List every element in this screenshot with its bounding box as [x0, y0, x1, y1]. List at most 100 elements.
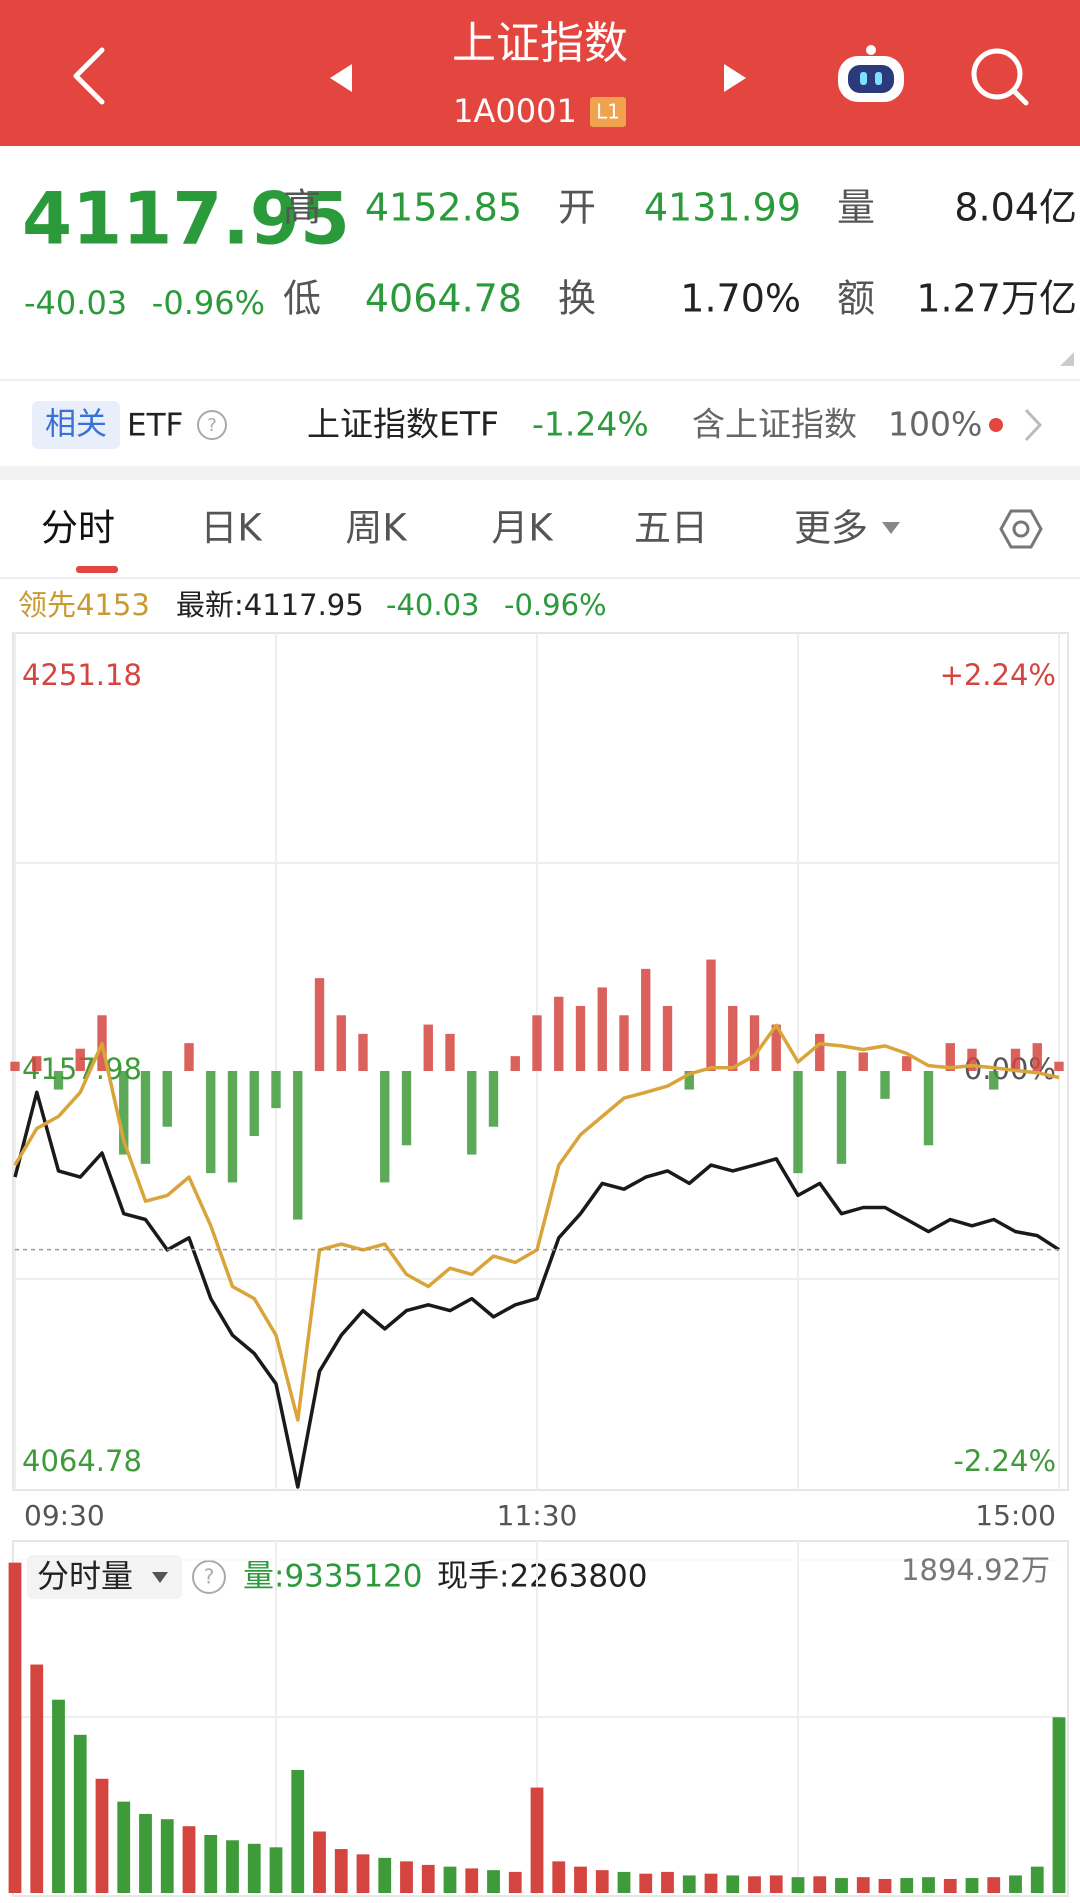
volume-bar — [574, 1866, 587, 1893]
expand-corner[interactable] — [1060, 352, 1074, 366]
tab[interactable]: 周K — [345, 507, 408, 550]
volume-bar — [943, 1878, 957, 1893]
price-change-pct: -0.96% — [152, 284, 265, 322]
breadth-bar — [858, 1052, 868, 1071]
etf-change: -1.24% — [532, 405, 649, 444]
volume-bar — [769, 1875, 783, 1893]
volume-bar — [595, 1870, 609, 1893]
volume-bar — [356, 1854, 370, 1893]
volume-title: 分时量 — [37, 1557, 133, 1595]
breadth-bar — [967, 1048, 977, 1071]
tab[interactable]: 更多 — [794, 507, 868, 550]
breadth-bar — [75, 1048, 85, 1071]
volume-bar — [1052, 1717, 1066, 1893]
etf-weight: 100% — [888, 405, 982, 444]
breadth-bar — [902, 1056, 912, 1071]
volume-bar — [1030, 1866, 1044, 1893]
breadth-bar — [510, 1056, 520, 1071]
y-tick-label: 4251.18 — [22, 658, 142, 692]
volume-bar — [465, 1868, 479, 1893]
breadth-bar — [554, 996, 564, 1071]
breadth-bar — [1054, 1061, 1064, 1071]
breadth-bar — [1010, 1048, 1021, 1071]
volume-bar — [269, 1847, 283, 1893]
help-icon[interactable] — [192, 1560, 226, 1594]
latest-price: 最新:4117.95 — [176, 588, 364, 622]
breadth-bar — [575, 1006, 586, 1071]
breadth-bar — [771, 1024, 781, 1071]
volume-bar — [900, 1878, 914, 1893]
assistant-icon[interactable] — [838, 45, 904, 102]
tab[interactable]: 月K — [491, 507, 554, 550]
volume-bar — [421, 1864, 435, 1893]
volume-bar — [400, 1861, 413, 1893]
volume-bar — [813, 1876, 827, 1893]
breadth-bar — [445, 1033, 455, 1071]
breadth-bar — [467, 1071, 477, 1155]
volume-selector[interactable] — [27, 1555, 182, 1599]
volume-bar — [117, 1801, 131, 1893]
volume-bar — [617, 1871, 631, 1893]
x-tick-label: 09:30 — [24, 1499, 105, 1532]
volume-bar — [835, 1878, 848, 1893]
stat-value: 4064.78 — [365, 277, 522, 321]
y-tick-label: 1894.92万 — [901, 1553, 1050, 1587]
stat-label: 换 — [558, 277, 596, 321]
tab-dropdown[interactable] — [882, 522, 900, 534]
latest-change-pct: -0.96% — [504, 588, 607, 622]
volume-bar — [682, 1875, 696, 1893]
volume-bar — [704, 1873, 718, 1893]
notice-dot — [989, 418, 1003, 432]
breadth-bar — [641, 968, 651, 1071]
volume-bar — [987, 1877, 1001, 1893]
settings-button[interactable] — [999, 509, 1043, 549]
volume-bar — [52, 1699, 65, 1893]
breadth-bar — [597, 987, 607, 1071]
y-tick-label: 4064.78 — [22, 1444, 142, 1478]
volume-bar — [530, 1787, 544, 1893]
stat-label: 额 — [837, 277, 875, 321]
volume-bar — [378, 1857, 392, 1893]
breadth-bar — [380, 1071, 390, 1183]
tab-active[interactable]: 分时 — [41, 507, 115, 550]
tab[interactable]: 日K — [200, 507, 263, 550]
tab-underline — [76, 566, 118, 573]
volume-bar — [791, 1877, 805, 1893]
etf-chevron[interactable] — [1024, 408, 1043, 442]
search-button[interactable] — [971, 48, 1029, 106]
stat-label: 量 — [837, 186, 875, 230]
volume-dropdown[interactable] — [152, 1572, 168, 1583]
stat-value: 4152.85 — [365, 186, 522, 230]
volume-current: 现手:2263800 — [437, 1559, 648, 1595]
breadth-bar — [423, 1024, 433, 1071]
help-icon-mark: ? — [204, 1565, 215, 1589]
volume-bar — [856, 1877, 870, 1893]
volume-bar — [160, 1819, 174, 1893]
back-button[interactable] — [73, 47, 105, 105]
breadth-bar — [945, 1043, 955, 1071]
next-button[interactable] — [724, 64, 746, 92]
volume-bar — [922, 1877, 935, 1893]
volume-bar — [247, 1843, 261, 1893]
breadth-bar — [749, 1015, 760, 1071]
etf-holding: 含上证指数 — [692, 405, 857, 444]
breadth-bar — [836, 1071, 847, 1164]
breadth-bar — [32, 1056, 42, 1071]
breadth-bar — [728, 1006, 738, 1071]
etf-name[interactable]: 上证指数ETF — [307, 405, 499, 444]
price-panel — [12, 632, 1069, 1491]
y2-tick-label: -2.24% — [953, 1444, 1056, 1478]
level-badge-text: L1 — [596, 100, 620, 124]
prev-button[interactable] — [330, 64, 352, 92]
tab[interactable]: 五日 — [634, 507, 708, 550]
volume-bar — [204, 1835, 218, 1893]
x-tick-label: 15:00 — [975, 1499, 1056, 1532]
volume-bar — [443, 1866, 457, 1893]
volume-bar — [726, 1875, 740, 1893]
volume-bar — [334, 1849, 348, 1893]
breadth-bar — [532, 1015, 542, 1071]
volume-bar — [552, 1861, 566, 1893]
help-icon[interactable] — [197, 410, 227, 440]
etf-tag — [32, 401, 120, 449]
